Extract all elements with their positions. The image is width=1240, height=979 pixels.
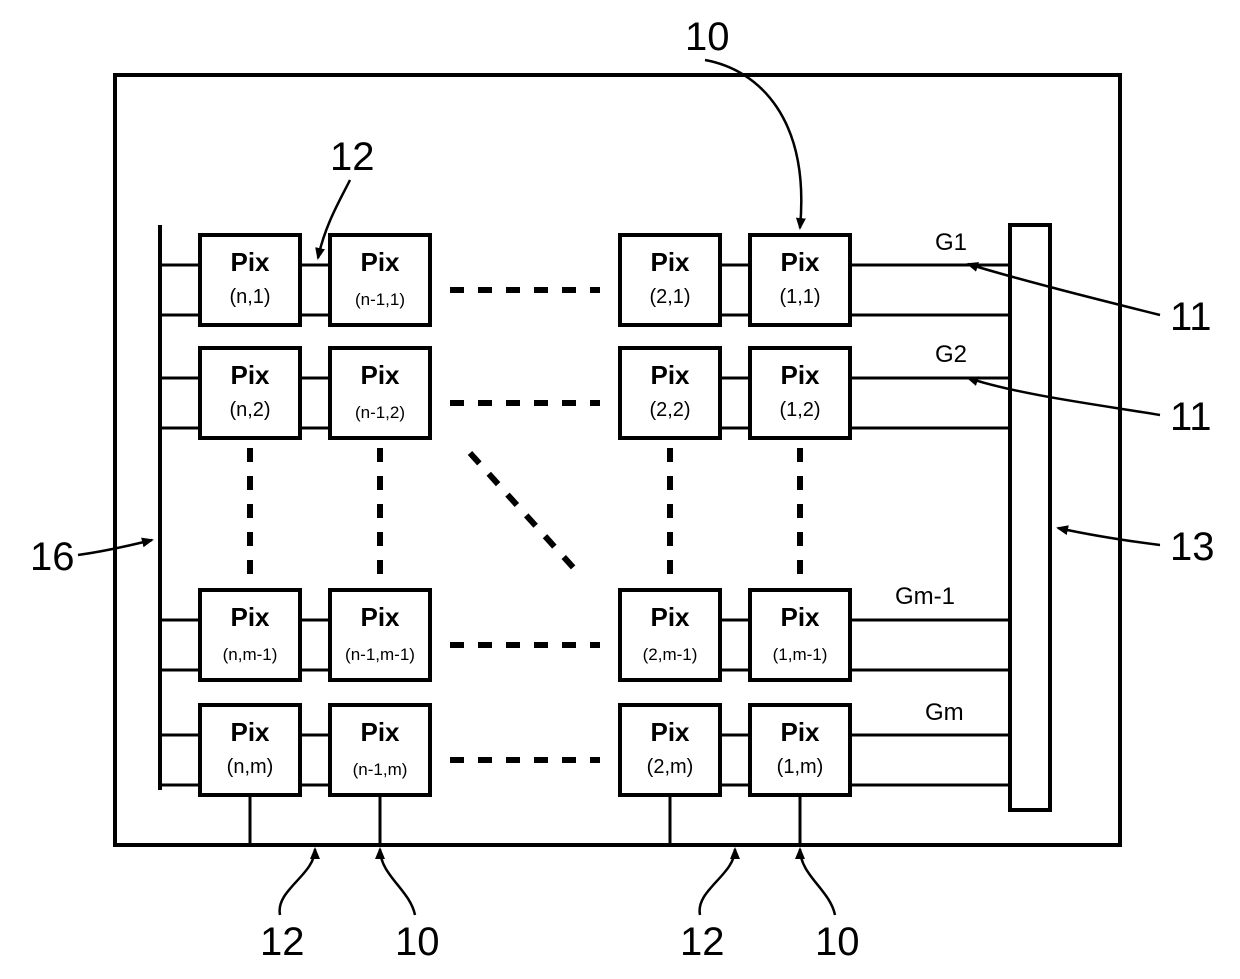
ref-number: 10: [395, 920, 440, 964]
ref-number: 10: [815, 920, 860, 964]
pixel-label: Pix: [360, 717, 400, 747]
gate-label: G1: [935, 229, 967, 256]
gate-driver: [1010, 225, 1050, 810]
pixel-label: Pix: [780, 717, 820, 747]
pixel-index: (1,m): [777, 756, 824, 778]
pixel-index: (2,1): [649, 286, 690, 308]
pixel-index: (2,m-1): [643, 645, 698, 664]
pixel-index: (n-1,1): [355, 290, 405, 309]
pixel-label: Pix: [650, 717, 690, 747]
pixel-label: Pix: [360, 602, 400, 632]
gate-label: Gm-1: [895, 583, 955, 610]
pixel-index: (n-1,2): [355, 403, 405, 422]
leader-bottom: [700, 849, 735, 915]
pixel-label: Pix: [360, 247, 400, 277]
pixel-index: (2,m): [647, 756, 694, 778]
pixel-index: (n,m): [227, 756, 274, 778]
ref-number: 12: [680, 920, 725, 964]
pixel-label: Pix: [650, 602, 690, 632]
ref-number: 12: [260, 920, 305, 964]
pixel-label: Pix: [650, 360, 690, 390]
pixel-label: Pix: [780, 602, 820, 632]
leader-bottom: [380, 849, 415, 915]
pixel-index: (1,1): [779, 286, 820, 308]
pixel-index: (n,m-1): [223, 645, 278, 664]
pixel-label: Pix: [650, 247, 690, 277]
pixel-label: Pix: [360, 360, 400, 390]
pixel-index: (n,1): [229, 286, 270, 308]
leader-bottom: [280, 849, 315, 915]
ref-number: 11: [1170, 395, 1212, 439]
pixel-label: Pix: [230, 247, 270, 277]
leader-bottom: [800, 849, 835, 915]
pixel-index: (1,m-1): [773, 645, 828, 664]
ref-number: 13: [1170, 525, 1215, 569]
pixel-label: Pix: [230, 717, 270, 747]
pixel-index: (n-1,m): [353, 760, 408, 779]
ref-number: 11: [1170, 295, 1212, 339]
ref-number: 16: [30, 535, 75, 579]
pixel-index: (1,2): [779, 399, 820, 421]
pixel-label: Pix: [230, 602, 270, 632]
ref-number: 10: [685, 15, 730, 59]
pixel-label: Pix: [780, 360, 820, 390]
ref-number: 12: [330, 135, 375, 179]
gate-label: G2: [935, 341, 967, 368]
pixel-label: Pix: [780, 247, 820, 277]
pixel-index: (n,2): [229, 399, 270, 421]
gate-label: Gm: [925, 699, 964, 726]
pixel-index: (2,2): [649, 399, 690, 421]
pixel-label: Pix: [230, 360, 270, 390]
pixel-index: (n-1,m-1): [345, 645, 415, 664]
